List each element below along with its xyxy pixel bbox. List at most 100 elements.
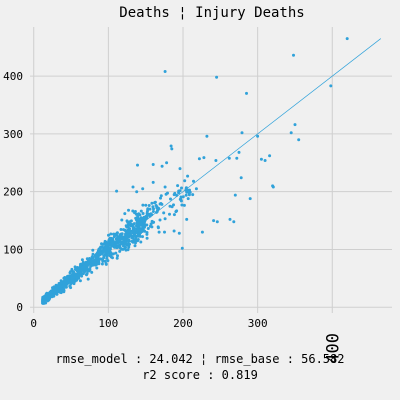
scatter-point [120, 235, 124, 239]
scatter-point [141, 187, 145, 191]
scatter-point [102, 242, 105, 246]
scatter-point [120, 247, 124, 251]
scatter-point [185, 217, 189, 221]
scatter-point [120, 232, 124, 236]
scatter-point [97, 257, 101, 261]
scatter-point [112, 244, 116, 248]
scatter-point [157, 230, 161, 234]
scatter-point [59, 279, 63, 283]
scatter-point [115, 233, 119, 237]
scatter-point [172, 229, 176, 233]
x-tick-label: 100 [98, 317, 118, 330]
scatter-point [197, 157, 201, 161]
scatter-point [85, 273, 88, 277]
scatter-point [180, 246, 184, 250]
scatter-point [136, 229, 140, 233]
scatter-point [70, 274, 74, 278]
scatter-point [168, 204, 172, 208]
scatter-point [111, 252, 115, 256]
scatter-point [75, 276, 79, 280]
scatter-point [174, 210, 178, 214]
scatter-point [131, 227, 135, 231]
scatter-point [237, 150, 241, 154]
scatter-point [43, 295, 47, 299]
scatter-point [114, 237, 118, 241]
x-tick-label: 300 [248, 317, 268, 330]
scatter-point [139, 240, 143, 244]
scatter-point [68, 271, 72, 275]
scatter-point [141, 224, 145, 228]
scatter-point [92, 258, 96, 262]
scatter-point [180, 203, 184, 207]
scatter-point [155, 210, 158, 214]
scatter-point [240, 131, 244, 135]
scatter-point [144, 203, 148, 207]
scatter-point [123, 239, 127, 243]
scatter-point [133, 244, 137, 248]
scatter-point [163, 70, 167, 73]
scatter-point [107, 247, 111, 250]
scatter-point [88, 262, 92, 266]
scatter-point [148, 224, 152, 228]
scatter-point [233, 193, 237, 197]
scatter-point [98, 253, 102, 257]
scatter-point [154, 204, 158, 207]
scatter-point [124, 232, 127, 236]
scatter-point [131, 209, 135, 213]
data-points [41, 37, 349, 305]
scatter-point [151, 220, 155, 224]
scatter-point [131, 236, 135, 240]
metrics-line-rmse: rmse_model : 24.042 ¦ rmse_base : 56.582 [55, 352, 345, 366]
scatter-point [139, 209, 143, 213]
scatter-point [109, 232, 113, 236]
scatter-point [271, 185, 275, 189]
scatter-point [62, 288, 66, 292]
scatter-point [187, 193, 191, 197]
scatter-point [105, 254, 109, 258]
scatter-point [178, 167, 182, 171]
scatter-point [111, 241, 115, 245]
scatter-point [297, 138, 301, 142]
scatter-point [118, 249, 122, 253]
scatter-point [175, 193, 179, 197]
scatter-point [102, 254, 106, 258]
scatter-point [80, 258, 84, 262]
scatter-point [144, 216, 148, 220]
metrics-line-r2: r2 score : 0.819 [142, 368, 258, 382]
scatter-point [177, 231, 181, 235]
scatter-point [163, 217, 167, 221]
scatter-point [149, 222, 153, 226]
scatter-point [137, 225, 141, 229]
scatter-point [124, 237, 127, 241]
scatter-point [192, 179, 195, 183]
scatter-point [68, 284, 72, 288]
scatter-point [132, 234, 136, 238]
scatter-point [101, 250, 105, 254]
scatter-point [158, 218, 162, 222]
scatter-point [123, 228, 127, 232]
scatter-point [235, 156, 239, 160]
y-tick-label: 100 [3, 243, 23, 256]
scatter-point [133, 210, 137, 213]
scatter-point [239, 176, 243, 180]
scatter-point [142, 221, 146, 225]
scatter-point [345, 37, 349, 41]
scatter-point [104, 250, 108, 254]
scatter-point [131, 240, 135, 244]
y-tick-label: 400 [3, 70, 23, 83]
scatter-point [151, 180, 155, 184]
scatter-point [135, 224, 138, 228]
scatter-point [228, 217, 232, 221]
scatter-point [46, 297, 49, 301]
scatter-point [248, 197, 252, 201]
scatter-point [178, 197, 182, 201]
scatter-point [153, 201, 157, 205]
scatter-point [168, 212, 171, 216]
scatter-point [44, 301, 48, 305]
scatter-point [136, 234, 140, 238]
scatter-point [127, 223, 131, 226]
scatter-point [147, 204, 151, 207]
scatter-point [245, 91, 248, 95]
